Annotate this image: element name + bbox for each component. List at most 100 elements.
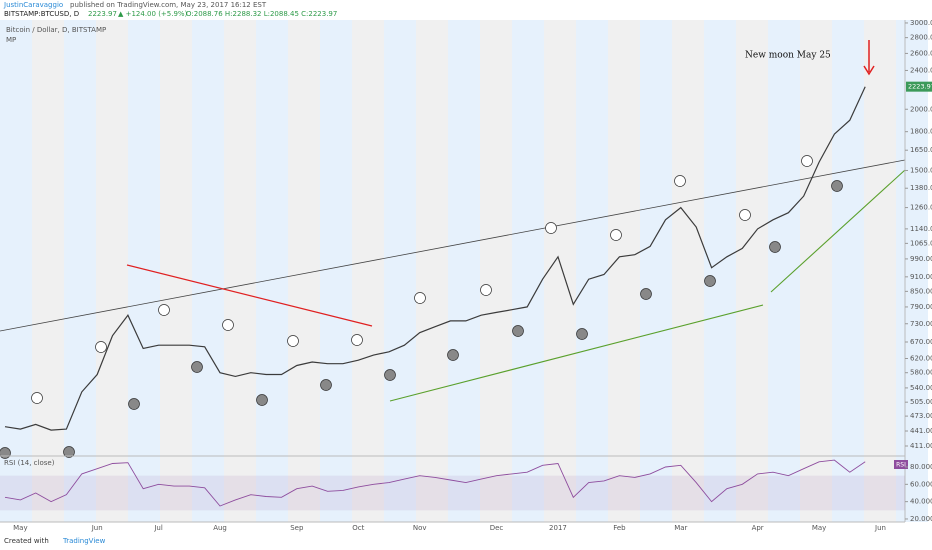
stripe	[128, 20, 160, 522]
header-bg	[0, 0, 932, 20]
new-moon	[128, 398, 140, 410]
y-tick-label: 3000.00	[910, 19, 932, 27]
stripe	[256, 20, 288, 522]
new-moon	[63, 446, 75, 458]
stripe	[800, 20, 832, 522]
rsi-badge-text: RSI	[896, 462, 906, 469]
y-tick-label: 2400.00	[910, 66, 932, 74]
y-tick-label: 1140.00	[910, 225, 932, 233]
full-moon	[801, 155, 813, 167]
stripe	[768, 20, 800, 522]
rsi-tick-label: 60.0000	[910, 480, 932, 488]
chart-title: Bitcoin / Dollar, D, BITSTAMP	[6, 26, 106, 34]
stripe	[448, 20, 480, 522]
stripe	[608, 20, 640, 522]
x-tick-label: Jun	[91, 524, 103, 532]
new-moon	[640, 288, 652, 300]
stripe	[288, 20, 320, 522]
y-tick-label: 441.00	[910, 427, 932, 435]
footer-text: Created with	[4, 537, 49, 545]
new-moon	[447, 349, 459, 361]
y-tick-label: 2600.00	[910, 49, 932, 57]
full-moon	[414, 292, 426, 304]
price-line	[4, 86, 866, 431]
stripe	[160, 20, 192, 522]
y-tick-label: 1500.00	[910, 166, 932, 174]
published: published on TradingView.com, May 23, 20…	[70, 1, 267, 9]
rsi-tick-label: 40.0000	[910, 498, 932, 506]
symbol: BITSTAMP:BTCUSD, D	[4, 10, 79, 18]
y-tick-label: 505.00	[910, 398, 932, 406]
moon-markers	[0, 155, 843, 459]
x-tick-label: May	[812, 524, 826, 532]
x-tick-label: Nov	[413, 524, 427, 532]
rsi-tick-label: 20.0000	[910, 515, 932, 523]
stripe	[864, 20, 896, 522]
new-moon	[576, 328, 588, 340]
y-tick-label: 473.00	[910, 412, 932, 420]
stripe	[832, 20, 864, 522]
full-moon	[287, 335, 299, 347]
full-moon	[158, 304, 170, 316]
trend-line	[0, 159, 906, 332]
x-tick-label: Aug	[213, 524, 227, 532]
stripe	[320, 20, 352, 522]
stripe	[576, 20, 608, 522]
x-tick-label: Apr	[752, 524, 764, 532]
stripe	[96, 20, 128, 522]
x-tick-label: Sep	[290, 524, 304, 532]
y-tick-label: 1650.00	[910, 146, 932, 154]
red-arrow	[863, 40, 875, 76]
full-moon	[31, 392, 43, 404]
full-moon	[480, 284, 492, 296]
rsi-badge	[894, 460, 908, 469]
x-tick-label: May	[13, 524, 27, 532]
y-tick-label: 2800.00	[910, 34, 932, 42]
full-moon	[222, 319, 234, 331]
y-tick-label: 2000.00	[910, 105, 932, 113]
change: ▲ +124.00 (+5.9%)	[118, 10, 188, 18]
rsi-name: RSI (14, close)	[4, 459, 55, 467]
annotation: New moon May 25	[745, 51, 831, 61]
stripe	[32, 20, 64, 522]
stripe	[0, 20, 32, 522]
y-tick-label: 580.00	[910, 369, 932, 377]
stripe	[224, 20, 256, 522]
y-tick-label: 1380.00	[910, 184, 932, 192]
subtitle: MP	[6, 36, 16, 44]
full-moon	[674, 175, 686, 187]
y-tick-label: 990.00	[910, 255, 932, 263]
new-moon	[704, 275, 716, 287]
stripe	[512, 20, 544, 522]
new-moon	[256, 394, 268, 406]
full-moon	[545, 222, 557, 234]
full-moon	[95, 341, 107, 353]
y-tick-label: 670.00	[910, 338, 932, 346]
new-moon	[0, 447, 11, 459]
y-tick-label: 540.00	[910, 384, 932, 392]
trend-line	[770, 169, 906, 293]
trend-line	[126, 264, 373, 327]
rsi-line	[4, 459, 866, 507]
x-tick-label: Mar	[674, 524, 687, 532]
x-tick-label: 2017	[549, 524, 567, 532]
stripe	[192, 20, 224, 522]
new-moon	[831, 180, 843, 192]
new-moon	[384, 369, 396, 381]
ohlc: O:2088.76 H:2288.32 L:2088.45 C:2223.97	[186, 10, 337, 18]
y-tick-label: 790.00	[910, 303, 932, 311]
y-tick-label: 1260.00	[910, 204, 932, 212]
last: 2223.97	[88, 10, 117, 18]
stripe	[544, 20, 576, 522]
y-tick-label: 850.00	[910, 287, 932, 295]
footer-brand: TradingView	[62, 537, 106, 545]
x-tick-label: Dec	[490, 524, 504, 532]
new-moon	[512, 325, 524, 337]
x-tick-label: Jun	[874, 524, 886, 532]
full-moon	[610, 229, 622, 241]
stripe	[416, 20, 448, 522]
x-tick-label: Feb	[613, 524, 626, 532]
stripe	[896, 20, 928, 522]
stripe	[352, 20, 384, 522]
stripe	[64, 20, 96, 522]
